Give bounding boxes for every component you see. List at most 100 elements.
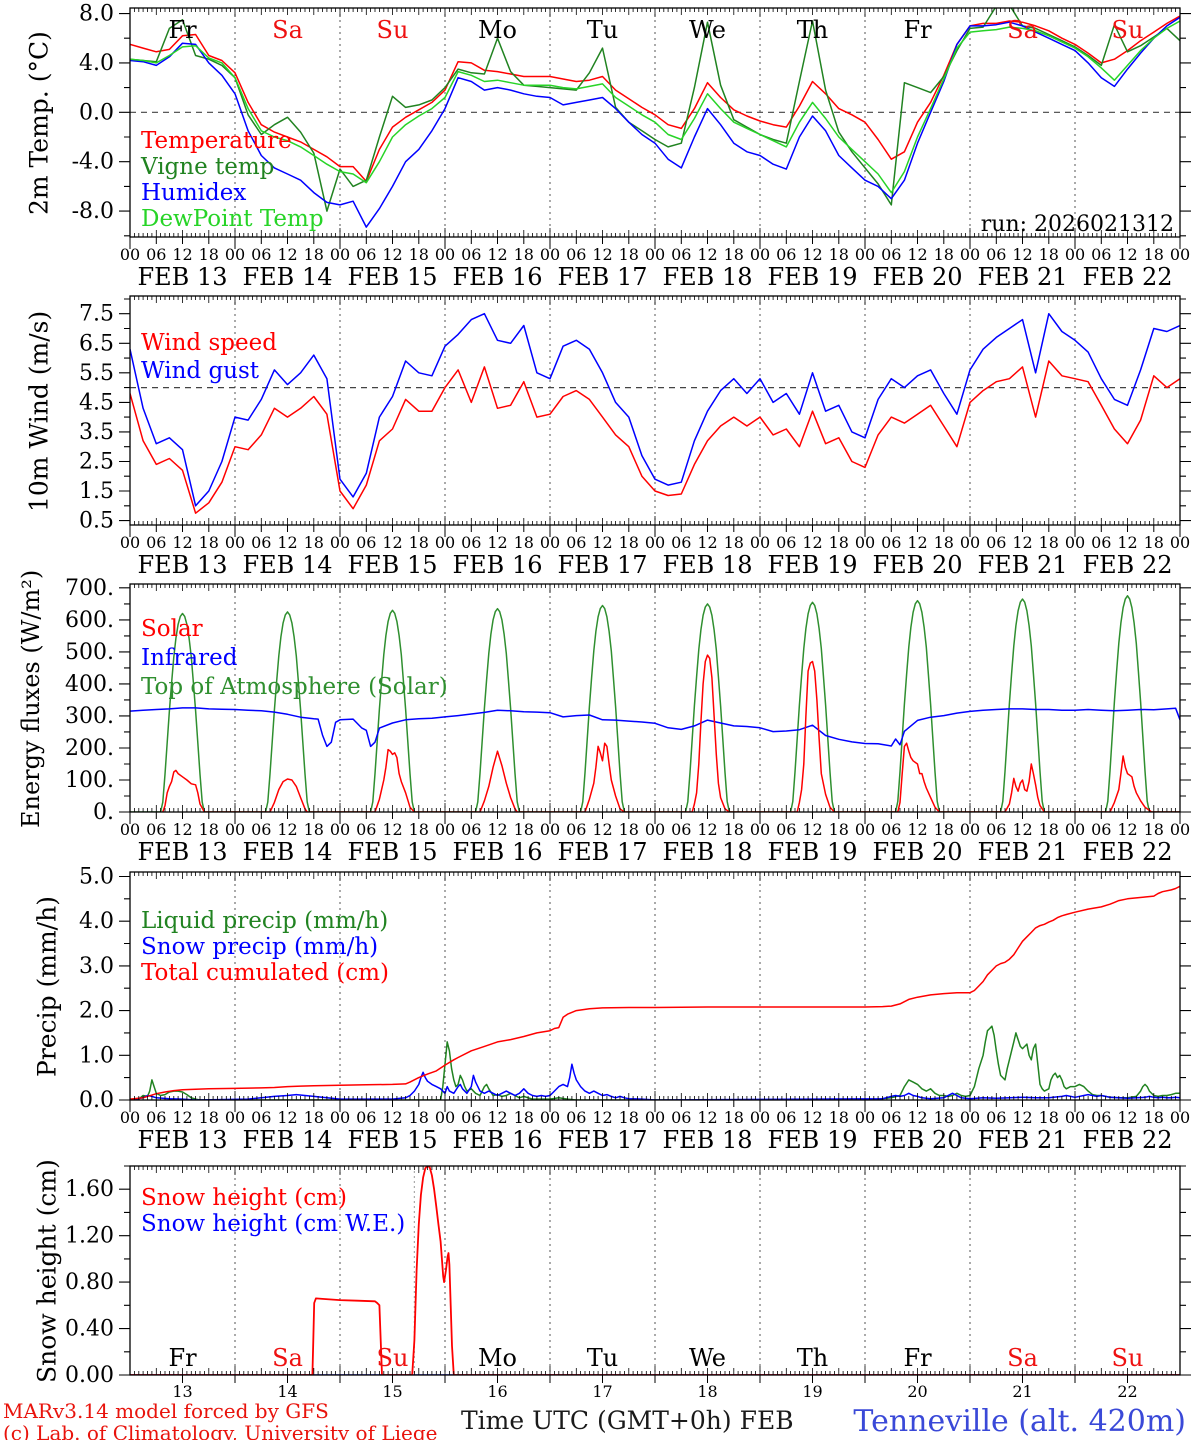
hour-label: 18 xyxy=(619,533,639,552)
hour-label: 12 xyxy=(697,533,717,552)
hour-label: 00 xyxy=(1170,820,1190,839)
hour-label: 06 xyxy=(671,820,691,839)
hour-label: 12 xyxy=(382,1108,402,1127)
y-axis-title-snow-height: Snow height (cm) xyxy=(32,1159,62,1383)
hour-label: 00 xyxy=(225,820,245,839)
day-number-label: 15 xyxy=(382,1382,402,1401)
hour-label: 00 xyxy=(540,820,560,839)
hour-label: 12 xyxy=(382,820,402,839)
date-label: FEB 21 xyxy=(978,551,1068,579)
series-dewpoint-temp xyxy=(130,20,1180,194)
legend-wind-gust: Wind gust xyxy=(141,358,260,384)
hour-label: 18 xyxy=(304,245,324,264)
hour-label: 00 xyxy=(1065,1108,1085,1127)
legend-liquid-precip-mm-h-: Liquid precip (mm/h) xyxy=(141,908,388,934)
date-label: FEB 18 xyxy=(663,1126,753,1154)
hour-label: 06 xyxy=(146,1108,166,1127)
hour-ticks xyxy=(129,584,1181,812)
legend-total-cumulated-cm-: Total cumulated (cm) xyxy=(141,960,389,986)
hour-label: 00 xyxy=(855,245,875,264)
hour-label: 12 xyxy=(487,1108,507,1127)
hour-label: 00 xyxy=(1170,533,1190,552)
hour-label: 18 xyxy=(304,820,324,839)
hour-label: 18 xyxy=(1144,1108,1164,1127)
hour-label: 18 xyxy=(829,533,849,552)
hour-label: 06 xyxy=(986,245,1006,264)
date-label: FEB 20 xyxy=(873,551,963,579)
date-label: FEB 15 xyxy=(348,1126,438,1154)
hour-label: 06 xyxy=(356,245,376,264)
weekday-label: Mo xyxy=(478,1344,517,1372)
hour-label: 18 xyxy=(514,533,534,552)
weekday-label: Su xyxy=(377,16,409,44)
y-axis-ticks xyxy=(119,875,1191,1101)
hour-label: 18 xyxy=(409,820,429,839)
date-label: FEB 21 xyxy=(978,263,1068,291)
date-label: FEB 14 xyxy=(243,838,333,866)
hour-label: 12 xyxy=(1117,820,1137,839)
hour-label: 12 xyxy=(1012,1108,1032,1127)
weekday-label: Su xyxy=(377,1344,409,1372)
model-credit-line: MARv3.14 model forced by GFS xyxy=(3,1399,329,1423)
y-tick-label: 1.20 xyxy=(65,1224,114,1249)
hour-label: 12 xyxy=(802,533,822,552)
date-label: FEB 19 xyxy=(768,838,858,866)
y-tick-label: 0.0 xyxy=(79,100,114,125)
hour-label: 00 xyxy=(855,533,875,552)
hour-label: 00 xyxy=(120,820,140,839)
weekday-label: Tu xyxy=(587,16,618,44)
hour-label: 00 xyxy=(645,533,665,552)
legend-solar: Solar xyxy=(141,616,203,642)
date-label: FEB 14 xyxy=(243,1126,333,1154)
hour-label: 06 xyxy=(251,245,271,264)
y-axis-ticks xyxy=(119,298,1191,522)
y-tick-label: 0.80 xyxy=(65,1270,114,1295)
hour-label: 12 xyxy=(1117,1108,1137,1127)
weekday-label: Su xyxy=(1112,1344,1144,1372)
date-label: FEB 17 xyxy=(558,551,648,579)
hour-label: 06 xyxy=(251,1108,271,1127)
hour-label: 12 xyxy=(487,245,507,264)
hour-label: 06 xyxy=(1091,820,1111,839)
hour-label: 18 xyxy=(1039,245,1059,264)
hour-label: 12 xyxy=(697,820,717,839)
hour-label: 00 xyxy=(645,820,665,839)
hour-label: 18 xyxy=(1039,1108,1059,1127)
date-label: FEB 21 xyxy=(978,1126,1068,1154)
weekday-label: Th xyxy=(797,1344,828,1372)
legend-humidex: Humidex xyxy=(141,180,246,206)
hour-label: 06 xyxy=(461,533,481,552)
hour-label: 06 xyxy=(566,1108,586,1127)
weekday-label: We xyxy=(689,16,726,44)
hour-label: 00 xyxy=(540,533,560,552)
hour-label: 18 xyxy=(934,533,954,552)
hour-label: 06 xyxy=(566,245,586,264)
weekday-label: Fr xyxy=(903,1344,932,1372)
date-label: FEB 21 xyxy=(978,838,1068,866)
hour-label: 12 xyxy=(697,1108,717,1127)
day-number-label: 19 xyxy=(802,1382,822,1401)
hour-label: 00 xyxy=(1170,245,1190,264)
y-tick-label: 400. xyxy=(65,672,114,697)
hour-label: 06 xyxy=(566,533,586,552)
hour-label: 06 xyxy=(146,533,166,552)
date-label: FEB 13 xyxy=(138,551,228,579)
hour-label: 00 xyxy=(120,533,140,552)
weekday-label: Sa xyxy=(1007,1344,1038,1372)
date-label: FEB 18 xyxy=(663,838,753,866)
hour-label: 06 xyxy=(776,245,796,264)
hour-label: 06 xyxy=(251,820,271,839)
day-number-label: 22 xyxy=(1117,1382,1137,1401)
y-tick-label: -4.0 xyxy=(72,150,114,175)
hour-label: 06 xyxy=(461,820,481,839)
hour-label: 00 xyxy=(1065,245,1085,264)
x-axis-ticks xyxy=(182,1375,1128,1383)
legend-infrared: Infrared xyxy=(141,645,238,671)
y-axis-ticks xyxy=(119,13,1191,237)
date-label: FEB 16 xyxy=(453,551,543,579)
hour-label: 12 xyxy=(592,820,612,839)
hour-label: 18 xyxy=(619,1108,639,1127)
hour-label: 06 xyxy=(671,1108,691,1127)
legend-snow-height-cm-: Snow height (cm) xyxy=(141,1185,347,1211)
y-axis-ticks xyxy=(119,587,1191,813)
